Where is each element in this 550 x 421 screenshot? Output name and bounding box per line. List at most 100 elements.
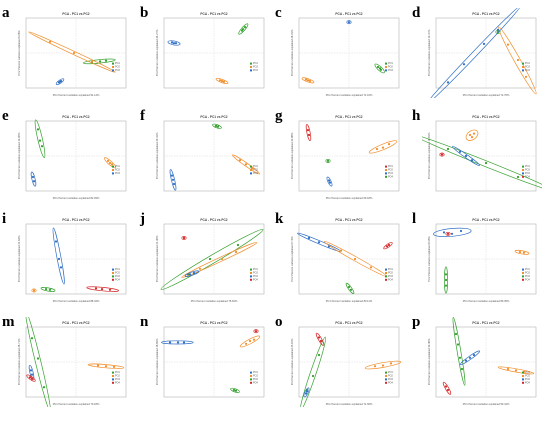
confidence-ellipse-po3 xyxy=(28,364,35,381)
data-point-po2-1 xyxy=(32,289,36,292)
data-point-po2-1 xyxy=(238,159,242,162)
confidence-ellipse-po2 xyxy=(239,335,261,348)
data-point-po2-1 xyxy=(339,249,343,252)
confidence-ellipse-po4 xyxy=(315,332,325,346)
legend-swatch-po1 xyxy=(385,165,387,168)
legend-label-po3: PO3 xyxy=(388,69,393,72)
data-point-po4-1 xyxy=(28,376,32,379)
data-point-po2-1 xyxy=(244,342,248,345)
legend-label-po3: PO3 xyxy=(525,69,530,72)
data-point-po1-2 xyxy=(38,139,42,142)
legend-swatch-po4 xyxy=(522,175,524,178)
legend-label-po3: PO3 xyxy=(388,172,393,175)
legend-swatch-po1 xyxy=(385,62,387,65)
confidence-ellipse-po3 xyxy=(326,176,333,187)
legend-swatch-po3 xyxy=(250,69,252,72)
legend-swatch-po4 xyxy=(112,278,114,281)
legend-swatch-po3 xyxy=(522,275,524,278)
data-point-po2-3 xyxy=(222,80,226,83)
data-point-po2-3 xyxy=(234,250,238,254)
legend-label-po1: PO1 xyxy=(525,268,530,271)
confidence-ellipse-po1 xyxy=(422,134,542,192)
y-axis-label: PC2 Percent variation explained 25.16% xyxy=(290,338,294,385)
data-point-po1-1 xyxy=(306,129,310,132)
x-axis-label: PC1 Percent variation explained 69.18% xyxy=(326,196,373,200)
data-point-po4-1 xyxy=(326,159,330,162)
confidence-ellipse-po1 xyxy=(238,23,249,35)
legend-label-po2: PO2 xyxy=(253,66,258,69)
y-axis-label: PC2 Percent variation explained 26.71% xyxy=(17,338,21,385)
data-point-po1-3 xyxy=(236,243,240,247)
legend-label-po2: PO2 xyxy=(525,66,530,69)
data-point-po3-1 xyxy=(188,273,192,276)
data-point-po3-3 xyxy=(482,42,486,46)
data-point-po2-2 xyxy=(72,51,76,55)
legend-swatch-po2 xyxy=(522,272,524,274)
panel-letter-a: a xyxy=(2,5,10,21)
panel-letter-l: l xyxy=(412,211,417,227)
data-point-po3-1 xyxy=(327,179,331,182)
legend-label-po2: PO2 xyxy=(253,272,258,275)
legend-swatch-po3 xyxy=(385,172,387,175)
legend-swatch-po3 xyxy=(522,378,524,381)
data-point-po2-1 xyxy=(375,147,379,151)
legend-label-po1: PO1 xyxy=(115,268,120,271)
legend-label-po3: PO3 xyxy=(253,69,258,72)
confidence-ellipse-po4 xyxy=(253,329,259,334)
confidence-ellipse-po3 xyxy=(40,287,56,292)
legend-swatch-po3 xyxy=(250,275,252,278)
legend-swatch-po2 xyxy=(385,66,387,68)
legend-label-po4: PO4 xyxy=(388,381,393,384)
data-point-po1-2 xyxy=(176,341,180,344)
data-point-po3-1 xyxy=(446,81,450,84)
legend-swatch-po2 xyxy=(112,272,114,274)
data-point-po2-3 xyxy=(110,163,114,166)
plot-title: PCA - PC1 vs PC2 xyxy=(200,12,227,16)
x-axis-label: PC1 Percent variation explained 91.14% xyxy=(53,93,100,97)
pca-plot-h: PCA - PC1 vs PC2 PC2 Percent variation ex… xyxy=(422,115,542,192)
confidence-ellipse-po1 xyxy=(25,317,51,407)
data-point-po4-2 xyxy=(100,288,104,291)
data-point-po2-1 xyxy=(373,365,377,368)
confidence-ellipse-po1 xyxy=(212,123,222,129)
data-point-po3-1 xyxy=(44,288,48,291)
data-point-po1-1 xyxy=(30,337,34,340)
pca-plot-n: PCA - PC1 vs PC2 PC2 Percent variation ex… xyxy=(155,321,265,398)
plot-title: PCA - PC1 vs PC2 xyxy=(62,218,89,222)
plot-title: PCA - PC1 vs PC2 xyxy=(472,12,499,16)
data-point-po4-1 xyxy=(446,232,450,235)
data-point-po2-2 xyxy=(108,161,112,165)
data-point-po1-1 xyxy=(376,65,380,69)
legend-label-po3: PO3 xyxy=(388,378,393,381)
data-point-po1-2 xyxy=(450,232,454,235)
legend-label-po1: PO1 xyxy=(253,371,258,374)
data-point-po3-3 xyxy=(470,159,474,162)
legend-label-po4: PO4 xyxy=(253,381,258,384)
confidence-ellipse-po1 xyxy=(34,119,46,158)
legend-label-po2: PO2 xyxy=(115,66,120,69)
data-point-po3-2 xyxy=(30,373,34,376)
pca-plot-l: PCA - PC1 vs PC2 PC1 Percent variation ex… xyxy=(427,218,537,303)
legend-label-po1: PO1 xyxy=(388,62,393,65)
data-point-po3-1 xyxy=(31,175,35,179)
legend-swatch-po4 xyxy=(522,278,524,281)
legend-label-po3: PO3 xyxy=(253,172,258,175)
legend-label-po1: PO1 xyxy=(115,371,120,374)
confidence-ellipse-po3 xyxy=(459,350,481,366)
x-axis-label: PC1 Percent variation explained 88.34% xyxy=(53,299,100,303)
confidence-ellipse-po3 xyxy=(303,387,310,398)
legend-label-po3: PO3 xyxy=(525,275,530,278)
legend-swatch-po1 xyxy=(250,371,252,374)
data-point-po3-1 xyxy=(170,41,174,44)
legend-label-po1: PO1 xyxy=(525,371,530,374)
confidence-ellipse-po2 xyxy=(215,78,229,84)
legend-label-po3: PO3 xyxy=(115,69,120,72)
data-point-po1-2 xyxy=(36,357,40,360)
x-axis-label: PC1 Percent variation explained 70.18% xyxy=(53,402,100,406)
data-point-po3-1 xyxy=(232,388,236,392)
data-point-po1-2 xyxy=(456,343,460,346)
